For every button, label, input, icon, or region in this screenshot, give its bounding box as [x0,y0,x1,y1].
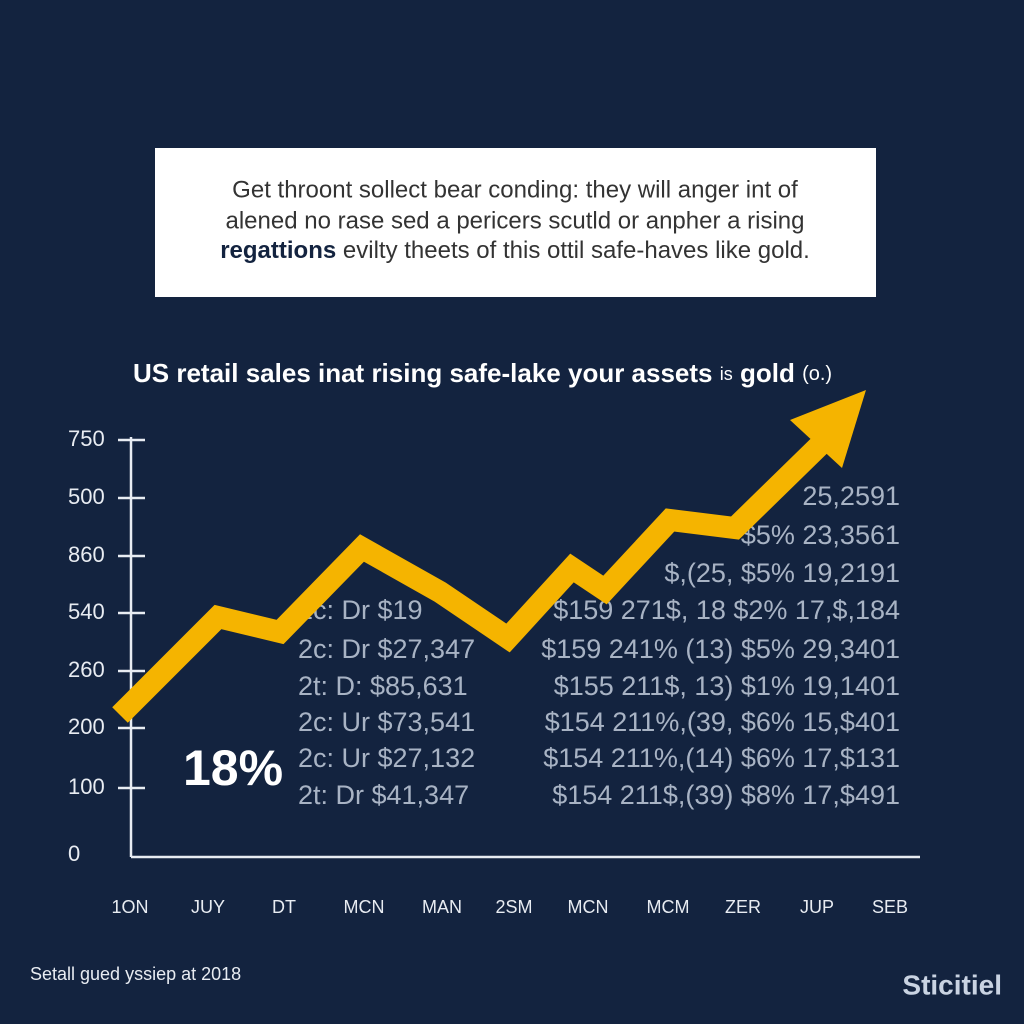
row-right: $154 211%,(14) $6% 17,$131 [543,743,900,773]
row-right: $159 271$, 18 $2% 17,$,184 [553,595,900,625]
arrow-head [790,390,866,468]
info-line-end: evilty theets of this ottil safe-haves l… [343,237,810,264]
x-label: 1ON [111,897,148,917]
info-bold: regattions [220,237,336,264]
x-label: JUP [800,897,834,917]
y-label: 500 [68,484,105,509]
row-right: $155 211$, 13) $1% 19,1401 [554,671,900,701]
x-labels: 1ON JUY DT MCN MAN 2SM MCN MCM ZER JUP SEB [111,897,908,917]
x-label: SEB [872,897,908,917]
x-label: 2SM [495,897,532,917]
x-label: ZER [725,897,761,917]
row-right: 25,2591 [802,481,900,511]
row-left: 2c: Ur $73,541 [298,707,475,737]
row-left: 2t: D: $85,631 [298,671,468,701]
y-label: 750 [68,426,105,451]
y-label: 100 [68,774,105,799]
x-label: DT [272,897,296,917]
x-label: MCN [568,897,609,917]
chart-title: US retail sales inat rising safe-lake yo… [133,358,832,388]
info-line: alened no rase sed a pericers scutld or … [226,207,805,234]
footer-note: Setall gued yssiep at 2018 [30,964,241,984]
row-right: $5% 23,3561 [741,520,900,550]
row-right: $,(25, $5% 19,2191 [664,558,900,588]
big-stat: 18% [183,740,283,796]
row-left: 2t: Dr $41,347 [298,780,469,810]
info-line: regattions evilty theets of this ottil s… [220,237,810,264]
y-label: 860 [68,542,105,567]
info-box [155,148,876,297]
x-label: MAN [422,897,462,917]
title-small: is [720,364,733,384]
x-label: MCN [344,897,385,917]
title-main: US retail sales inat rising safe-lake yo… [133,358,713,388]
row-right: $159 241% (13) $5% 29,3401 [541,634,900,664]
row-right: $154 211$,(39) $8% 17,$491 [552,780,900,810]
x-label: JUY [191,897,225,917]
trend-arrow [112,437,828,723]
y-label: 200 [68,714,105,739]
y-label: 540 [68,599,105,624]
y-labels: 750 500 860 540 260 200 100 0 [68,426,145,866]
brand: Sticitiel [902,969,1002,1000]
info-line: Get throont sollect bear conding: they w… [232,176,798,203]
title-end: (o.) [802,363,832,385]
row-right: $154 211%,(39, $6% 15,$401 [545,707,900,737]
x-label: MCM [647,897,690,917]
row-left: 2c: Ur $27,132 [298,743,475,773]
row-left: 2c: Dr $27,347 [298,634,475,664]
y-label: 260 [68,657,105,682]
y-label: 0 [68,841,80,866]
title-bold: gold [740,358,795,388]
